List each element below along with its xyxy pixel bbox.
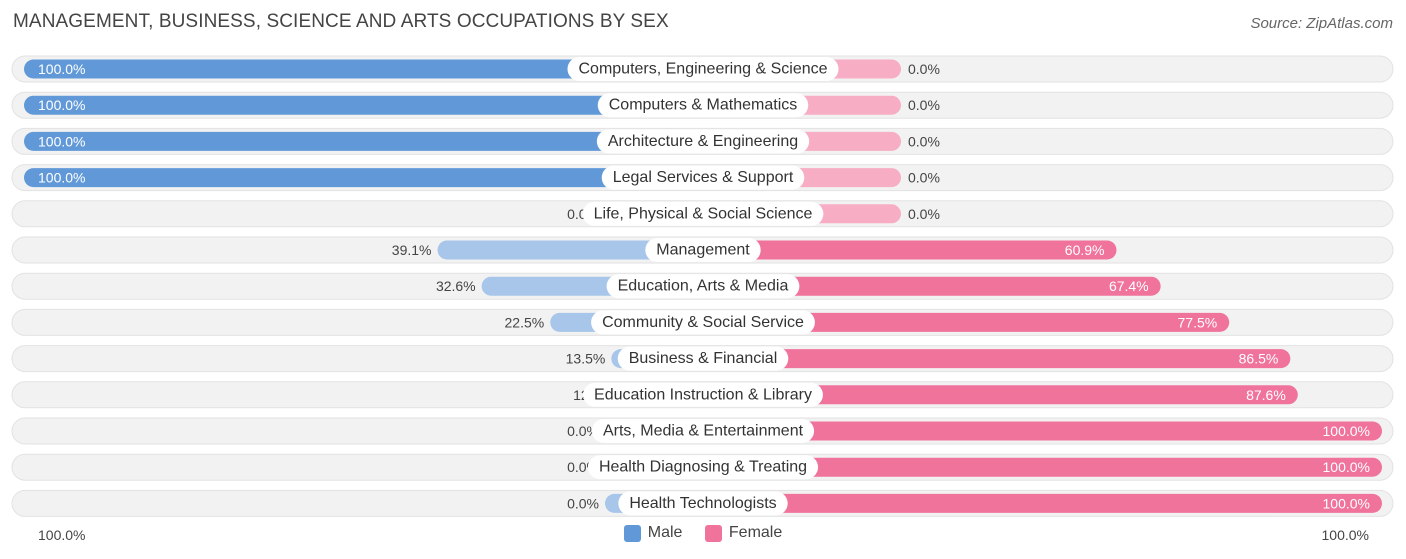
category-label-pill	[606, 274, 800, 299]
female-bar	[703, 493, 1382, 513]
female-bar	[703, 276, 1161, 296]
category-label-pill	[596, 129, 810, 154]
female-value-label: 67.4%	[1109, 278, 1149, 294]
male-value-label: 0.0%	[567, 495, 599, 511]
axis-right-label: 100.0%	[1321, 527, 1369, 543]
female-bar	[703, 385, 1298, 405]
male-bar	[24, 168, 703, 188]
male-value-label: 100.0%	[38, 133, 85, 149]
male-value-label: 100.0%	[38, 170, 85, 186]
category-label-pill	[591, 310, 815, 335]
female-bar	[703, 349, 1291, 369]
female-value-label: 0.0%	[908, 170, 940, 186]
male-value-label: 13.5%	[566, 351, 606, 367]
category-label-pill	[645, 238, 761, 262]
female-value-label: 0.0%	[908, 133, 940, 149]
male-value-label: 32.6%	[436, 278, 476, 294]
category-label-pill	[618, 491, 788, 516]
female-bar	[703, 240, 1117, 260]
female-swatch	[704, 524, 722, 542]
category-label-pill	[601, 165, 805, 190]
male-bar	[437, 240, 703, 260]
category-label-pill	[583, 382, 823, 407]
female-value-label: 100.0%	[1323, 495, 1370, 511]
legend: Male Female	[0, 524, 1406, 547]
category-label: Health Diagnosing & Treating	[599, 459, 807, 476]
legend-male[interactable]: Male	[623, 524, 683, 542]
category-label-pill	[597, 93, 809, 118]
male-bar	[24, 95, 703, 115]
category-label: Legal Services & Support	[613, 169, 794, 186]
category-label: Education Instruction & Library	[594, 386, 812, 403]
male-bar	[24, 59, 703, 79]
female-value-label: 100.0%	[1323, 423, 1370, 439]
male-value-label: 100.0%	[38, 61, 85, 77]
female-value-label: 0.0%	[908, 206, 940, 222]
female-value-label: 77.5%	[1178, 314, 1218, 330]
category-label: Health Technologists	[629, 495, 776, 512]
female-value-label: 60.9%	[1065, 242, 1105, 258]
chart-svg: 100.0% 0.0% Computers, Engineering & Scien…	[11, 55, 1394, 517]
category-label-pill	[567, 57, 839, 81]
legend-male-label: Male	[647, 524, 683, 541]
chart-title: MANAGEMENT, BUSINESS, SCIENCE AND ARTS O…	[13, 11, 669, 32]
category-label-pill	[582, 201, 824, 226]
category-label: Community & Social Service	[602, 314, 804, 331]
female-value-label: 0.0%	[908, 61, 940, 77]
female-bar	[703, 312, 1230, 332]
category-label-pill	[587, 455, 819, 480]
category-label: Management	[656, 242, 750, 259]
category-label: Architecture & Engineering	[608, 133, 798, 150]
male-value-label: 100.0%	[38, 97, 85, 113]
female-value-label: 100.0%	[1323, 459, 1370, 475]
male-value-label: 0.0%	[567, 423, 599, 439]
category-label-pill	[591, 419, 815, 443]
category-label: Computers & Mathematics	[609, 97, 798, 114]
category-label: Arts, Media & Entertainment	[603, 423, 804, 440]
male-swatch	[623, 524, 641, 542]
legend-female[interactable]: Female	[704, 524, 783, 542]
category-label: Life, Physical & Social Science	[594, 205, 813, 222]
female-value-label: 86.5%	[1239, 351, 1279, 367]
female-bar	[703, 421, 1382, 441]
category-label-pill	[617, 346, 789, 371]
male-value-label: 22.5%	[505, 314, 545, 330]
female-bar	[703, 457, 1382, 477]
male-value-label: 39.1%	[392, 242, 432, 258]
axis-left-label: 100.0%	[38, 527, 86, 543]
category-label: Computers, Engineering & Science	[578, 61, 827, 78]
category-label: Education, Arts & Media	[618, 278, 789, 295]
source-label: Source: ZipAtlas.com	[1250, 15, 1393, 32]
female-value-label: 87.6%	[1246, 387, 1286, 403]
female-value-label: 0.0%	[908, 97, 940, 113]
category-label: Business & Financial	[629, 350, 778, 367]
male-bar	[24, 131, 703, 151]
legend-female-label: Female	[728, 524, 783, 541]
